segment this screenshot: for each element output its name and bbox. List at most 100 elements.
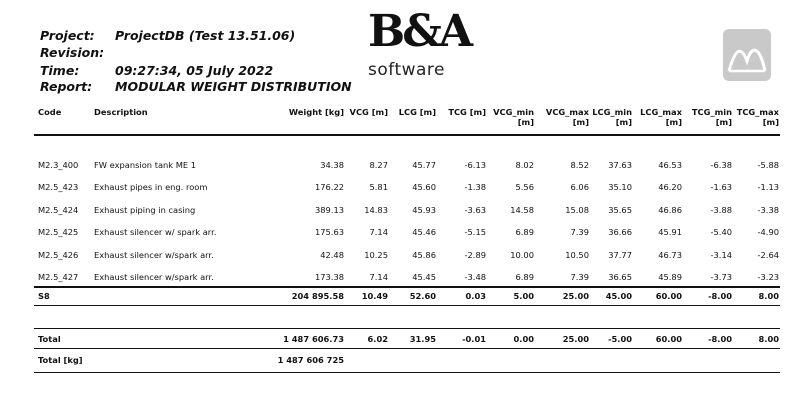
- column-header: LCG [m]: [398, 107, 436, 117]
- total-cell: -5.00: [608, 334, 632, 344]
- row-code: M2.3_400: [38, 160, 79, 170]
- column-header-unit: [m]: [615, 117, 632, 127]
- row-value: 7.14: [369, 272, 388, 282]
- row-description: Exhaust piping in casing: [94, 205, 196, 215]
- row-value: 36.66: [608, 227, 632, 237]
- row-value: 45.46: [412, 227, 436, 237]
- row-description: Exhaust pipes in eng. room: [94, 182, 208, 192]
- total-cell: 6.02: [367, 334, 388, 344]
- row-value: 8.52: [570, 160, 589, 170]
- row-value: 14.58: [510, 205, 534, 215]
- subtotal-cell: 52.60: [409, 291, 436, 301]
- project-value: ProjectDB (Test 13.51.06): [115, 28, 296, 43]
- subtotal-cell: 0.03: [465, 291, 486, 301]
- row-value: -3.38: [757, 205, 779, 215]
- total-kg-value: 1 487 606 725: [277, 355, 344, 365]
- row-value: 35.10: [608, 182, 632, 192]
- column-header: VCG [m]: [349, 107, 388, 117]
- total-cell: -8.00: [708, 334, 732, 344]
- time-value: 09:27:34, 05 July 2022: [115, 63, 274, 78]
- row-value: -5.15: [464, 227, 486, 237]
- row-value: -2.89: [464, 250, 486, 260]
- time-label: Time:: [40, 63, 80, 78]
- column-header: TCG [m]: [448, 107, 486, 117]
- revision-label: Revision:: [40, 45, 105, 60]
- subtotal-cell: 8.00: [758, 291, 779, 301]
- column-header-unit: [m]: [572, 117, 589, 127]
- total-cell: 31.95: [409, 334, 436, 344]
- row-value: 45.93: [412, 205, 436, 215]
- subtotal-cell: 45.00: [605, 291, 632, 301]
- column-header: LCG_max: [640, 107, 682, 117]
- subtotal-cell: 5.00: [513, 291, 534, 301]
- report-value: MODULAR WEIGHT DISTRIBUTION: [115, 79, 352, 94]
- row-value: -4.90: [757, 227, 779, 237]
- total-cell: 60.00: [655, 334, 682, 344]
- row-value: 15.08: [565, 205, 589, 215]
- column-header: Description: [94, 107, 148, 117]
- row-value: 45.77: [412, 160, 436, 170]
- row-value: 45.45: [412, 272, 436, 282]
- row-value: 8.27: [369, 160, 388, 170]
- column-header: Weight [kg]: [288, 107, 344, 117]
- row-value: -3.73: [710, 272, 732, 282]
- column-header: TCG_max: [736, 107, 779, 117]
- column-header-unit: [m]: [665, 117, 682, 127]
- row-value: 10.50: [565, 250, 589, 260]
- subtotal-cell: 25.00: [562, 291, 589, 301]
- row-value: -1.38: [464, 182, 486, 192]
- row-value: -3.23: [757, 272, 779, 282]
- column-header: TCG_min: [691, 107, 732, 117]
- total-cell: 8.00: [758, 334, 779, 344]
- row-value: 45.89: [658, 272, 682, 282]
- report-label: Report:: [40, 79, 93, 94]
- table-end-rule: [34, 372, 780, 373]
- row-code: M2.5_426: [38, 250, 79, 260]
- row-value: 7.14: [369, 227, 388, 237]
- company-emblem-icon: [723, 29, 771, 81]
- total-bottom-rule: [34, 348, 780, 349]
- header-rule: [34, 134, 780, 136]
- row-value: 37.63: [608, 160, 632, 170]
- total-cell: 0.00: [513, 334, 534, 344]
- subtotal-cell: S8: [38, 291, 50, 301]
- row-value: 5.56: [515, 182, 534, 192]
- subtotal-bottom-rule: [34, 305, 780, 306]
- row-description: Exhaust silencer w/spark arr.: [94, 250, 214, 260]
- column-header-unit: [m]: [762, 117, 779, 127]
- row-value: -3.63: [464, 205, 486, 215]
- logo-word: software: [368, 60, 446, 80]
- row-value: 35.65: [608, 205, 632, 215]
- total-cell: -0.01: [462, 334, 486, 344]
- row-value: 46.20: [658, 182, 682, 192]
- ba-software-logo: B&A software: [362, 10, 473, 82]
- logo-mark: B&A: [368, 6, 473, 57]
- row-value: 14.83: [364, 205, 388, 215]
- row-value: 7.39: [570, 227, 589, 237]
- row-value: -6.13: [464, 160, 486, 170]
- row-value: 42.48: [320, 250, 344, 260]
- row-value: 5.81: [369, 182, 388, 192]
- row-value: 10.25: [364, 250, 388, 260]
- row-value: 175.63: [314, 227, 344, 237]
- project-label: Project:: [40, 28, 95, 43]
- row-value: -3.48: [464, 272, 486, 282]
- column-header: Code: [38, 107, 62, 117]
- row-value: 45.91: [658, 227, 682, 237]
- row-value: -3.14: [710, 250, 732, 260]
- total-cell: 1 487 606.73: [283, 334, 344, 344]
- row-description: Exhaust silencer w/spark arr.: [94, 272, 214, 282]
- row-value: 34.38: [320, 160, 344, 170]
- row-value: 36.65: [608, 272, 632, 282]
- subtotal-cell: 204 895.58: [291, 291, 344, 301]
- subtotal-cell: 10.49: [361, 291, 388, 301]
- row-value: 176.22: [314, 182, 344, 192]
- subtotal-top-rule: [34, 286, 780, 288]
- row-value: 45.60: [412, 182, 436, 192]
- row-value: -1.63: [710, 182, 732, 192]
- row-value: 46.53: [658, 160, 682, 170]
- row-value: 46.73: [658, 250, 682, 260]
- total-top-rule: [34, 328, 780, 329]
- row-value: -5.88: [757, 160, 779, 170]
- row-value: 6.06: [570, 182, 589, 192]
